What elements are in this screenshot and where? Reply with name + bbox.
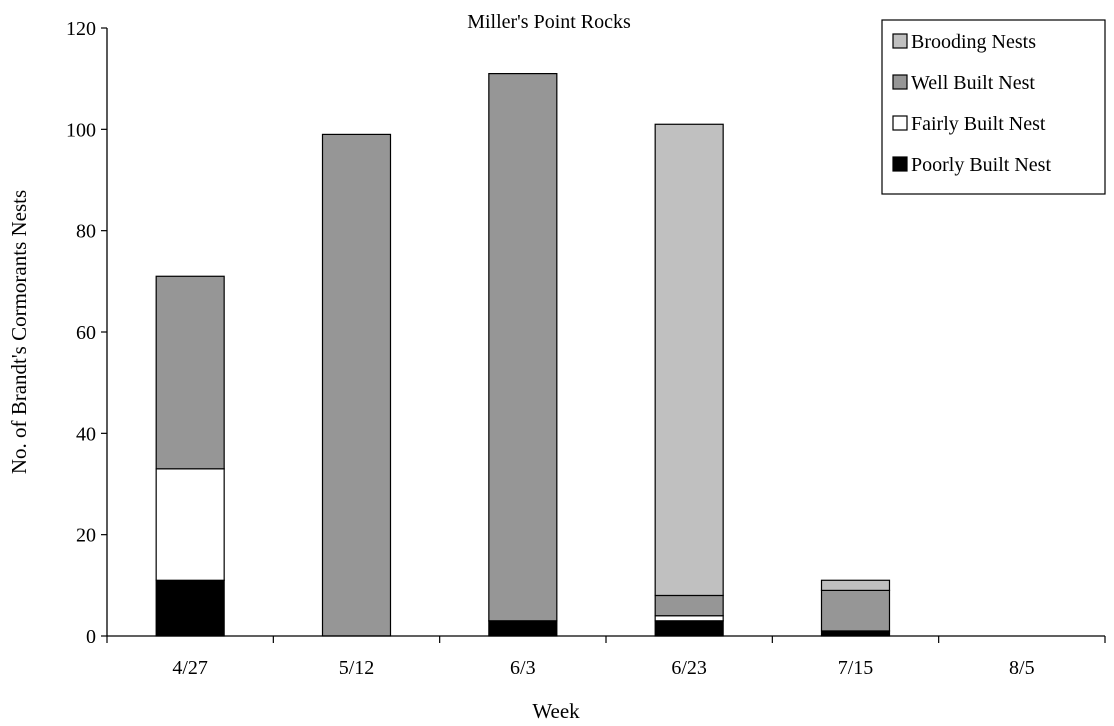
legend-swatch: [892, 156, 908, 172]
legend-box: [881, 19, 1106, 195]
bar-segment: [654, 594, 724, 617]
x-tick-label: 4/27: [172, 657, 208, 679]
plot-area: [155, 72, 891, 637]
y-tick-label: 100: [66, 119, 96, 141]
bar-segment: [654, 620, 724, 637]
y-tick-label: 0: [86, 626, 96, 648]
y-tick-label: 60: [76, 322, 96, 344]
x-tick-label: 6/23: [671, 657, 707, 679]
bar-segment: [654, 615, 724, 622]
y-tick-label: 20: [76, 525, 96, 547]
axes: 0 20 40 60 80 100 120 4/27 5/12 6/3 6/23 7/15 8/5: [66, 18, 1106, 679]
chart-title: Miller's Point Rocks: [467, 11, 631, 33]
y-tick-label: 80: [76, 221, 96, 243]
legend-swatch: [892, 33, 908, 49]
legend-swatch: [892, 115, 908, 131]
legend-label: Brooding Nests: [911, 31, 1036, 53]
bar-segment: [820, 579, 891, 591]
x-tick-label: 7/15: [838, 657, 874, 679]
y-axis-label: No. of Brandt's Cormorants Nests: [7, 190, 31, 474]
bar-segment: [155, 579, 225, 637]
bar-segment: [654, 123, 724, 597]
legend-swatch: [892, 74, 908, 90]
x-axis-label: Week: [532, 699, 580, 723]
bar-segment: [820, 630, 891, 637]
bar-segment: [820, 589, 891, 632]
bar-segment: [488, 72, 558, 622]
legend-label: Well Built Nest: [911, 72, 1035, 94]
y-tick-label: 120: [66, 18, 96, 40]
legend-label: Fairly Built Nest: [911, 113, 1046, 135]
bar-segment: [155, 275, 225, 470]
x-tick-label: 8/5: [1009, 657, 1035, 679]
bar-segment: [321, 133, 392, 637]
legend-label: Poorly Built Nest: [911, 154, 1051, 176]
bar-segment: [155, 468, 225, 581]
x-tick-label: 5/12: [339, 657, 375, 679]
x-tick-label: 6/3: [510, 657, 536, 679]
legend: Brooding Nests Well Built Nest Fairly Buil…: [881, 19, 1106, 195]
bar-segment: [488, 620, 558, 637]
y-tick-label: 40: [76, 423, 96, 445]
